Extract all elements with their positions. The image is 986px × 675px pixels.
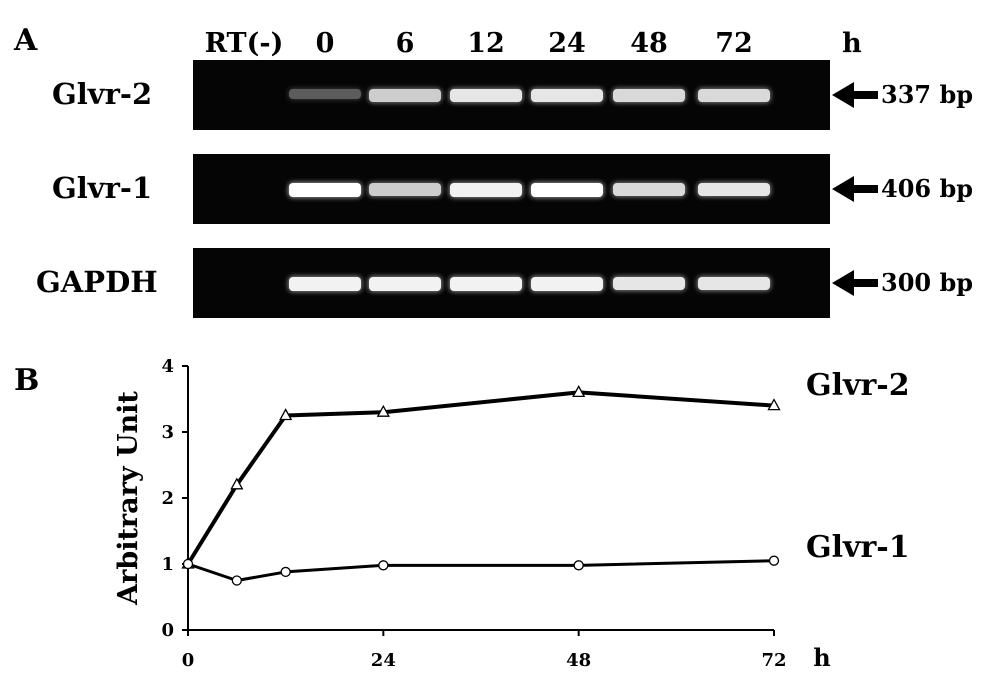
series-0-point-3 [376, 404, 390, 417]
lane-label-6: 72 [715, 28, 753, 59]
series-1-point-4 [573, 560, 584, 571]
y-tick-label-1: 1 [161, 554, 174, 575]
gene-label-2: GAPDH [36, 265, 158, 299]
lane-label-4: 24 [548, 28, 586, 59]
band-row0-lane5 [613, 89, 685, 102]
x-tick-label-1: 24 [371, 650, 396, 671]
band-row2-lane4 [531, 277, 603, 291]
series-1-point-2 [280, 566, 291, 578]
time-unit-label: h [842, 28, 862, 59]
band-row2-lane3 [450, 277, 522, 291]
band-arrow-icon [832, 82, 878, 108]
band-arrow-icon [832, 270, 878, 296]
chart-series [181, 385, 781, 586]
band-row1-lane6 [698, 183, 770, 196]
gel-strip-0 [193, 60, 830, 130]
panel-b-letter: B [14, 363, 40, 398]
band-size-label-0: 337 bp [881, 80, 974, 109]
x-axis-unit-label: h [813, 643, 830, 672]
y-tick-label-2: 2 [161, 488, 174, 509]
y-tick-label-4: 4 [161, 356, 174, 377]
gene-label-0: Glvr-2 [52, 77, 153, 111]
band-row1-lane1 [289, 183, 361, 197]
chart-labels: 0 1 2 3 4 0 24 48 72 h Arbitrary Unit Glvr-2 Glvr-1 [113, 356, 910, 672]
chart-axes [182, 365, 775, 636]
lane-label-2: 6 [395, 28, 415, 59]
series-0-point-4 [572, 385, 586, 398]
gel-strip-1 [193, 154, 830, 224]
band-size-label-1: 406 bp [881, 174, 974, 203]
band-arrow-icon [832, 176, 878, 202]
gene-label-1: Glvr-1 [52, 171, 153, 205]
lane-label-5: 48 [630, 28, 668, 59]
band-row2-lane1 [289, 277, 361, 291]
y-axis-title: Arbitrary Unit [113, 391, 144, 606]
series-0-point-2 [279, 408, 293, 421]
series-1-point-1 [231, 575, 242, 586]
y-tick-label-0: 0 [161, 620, 174, 641]
series-1-point-0 [182, 558, 194, 570]
lane-label-0: RT(-) [204, 28, 284, 59]
y-tick-label-3: 3 [161, 422, 174, 443]
band-row0-lane6 [698, 89, 770, 102]
x-tick-label-2: 48 [566, 650, 591, 671]
band-row2-lane5 [613, 277, 685, 290]
series-line-0 [186, 390, 775, 566]
panel-a-letter: A [14, 23, 38, 58]
series-line-1 [187, 559, 775, 582]
band-row2-lane6 [698, 277, 770, 290]
lane-label-3: 12 [467, 28, 505, 59]
band-row0-lane3 [450, 89, 522, 102]
x-tick-label-3: 72 [761, 650, 786, 671]
band-row1-lane4 [531, 183, 603, 197]
band-row0-lane4 [531, 89, 603, 102]
band-size-label-2: 300 bp [881, 268, 974, 297]
band-row0-lane2 [369, 89, 441, 102]
gel-strip-2 [193, 248, 830, 318]
series-1-point-5 [768, 555, 780, 566]
band-row1-lane5 [613, 183, 685, 196]
lane-label-1: 0 [315, 28, 335, 59]
series-name-label-1: Glvr-1 [806, 530, 910, 565]
series-0-point-1 [230, 477, 244, 490]
band-row0-lane1 [289, 89, 361, 99]
series-0-point-5 [767, 398, 781, 411]
band-row1-lane2 [369, 183, 441, 196]
series-name-label-0: Glvr-2 [806, 368, 910, 403]
band-row2-lane2 [369, 277, 441, 291]
band-row1-lane3 [450, 183, 522, 197]
series-1-point-3 [378, 560, 389, 571]
x-tick-label-0: 0 [182, 650, 195, 671]
